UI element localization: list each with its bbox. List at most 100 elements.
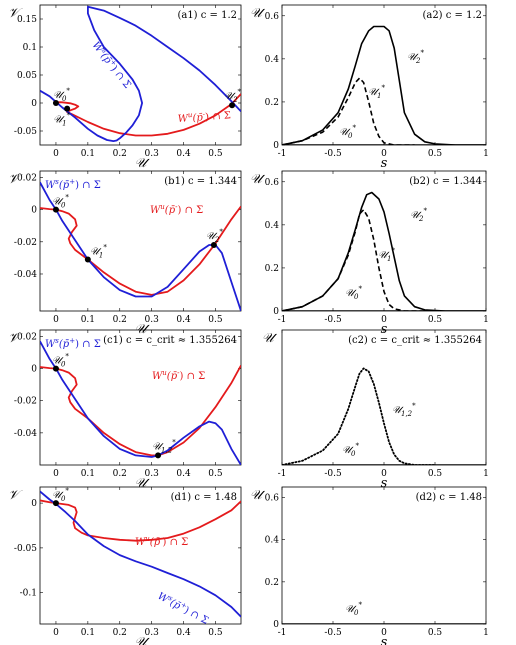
series-line-U2 bbox=[282, 25, 486, 145]
x-tick-label: 0.5 bbox=[428, 628, 443, 638]
panel-title: (d1) c = 1.48 bbox=[171, 492, 237, 503]
series-label: 𝒰0* bbox=[345, 285, 362, 301]
x-tick-label: -0.5 bbox=[324, 469, 342, 479]
y-tick-label: 0.4 bbox=[265, 55, 280, 65]
x-tick-label: 0 bbox=[53, 628, 59, 638]
panel-title: (d2) c = 1.48 bbox=[416, 492, 482, 503]
series-line-stable-manifold bbox=[40, 181, 241, 311]
y-tick-label: 0 bbox=[273, 307, 279, 317]
svg-text:Ws(p̄+) ∩ Σ: Ws(p̄+) ∩ Σ bbox=[156, 589, 211, 627]
x-tick-label: 0.5 bbox=[208, 315, 223, 325]
x-tick-label: 0.2 bbox=[113, 149, 127, 159]
y-axis-label: 𝒰 bbox=[250, 172, 266, 187]
equilibrium-point bbox=[229, 102, 236, 109]
series-label: 𝒰2* bbox=[410, 207, 427, 223]
series-group bbox=[282, 25, 486, 145]
x-tick-label: 0.3 bbox=[145, 315, 160, 325]
y-tick-label: -0.1 bbox=[20, 589, 37, 599]
series-line-stable-manifold bbox=[40, 490, 241, 618]
y-tick-label: 0.05 bbox=[17, 71, 37, 81]
x-tick-label: 0.1 bbox=[81, 469, 95, 479]
y-tick-label: 0.6 bbox=[265, 178, 280, 188]
x-tick-label: -1 bbox=[278, 315, 287, 325]
x-tick-label: 0 bbox=[53, 469, 59, 479]
panel-d1: 0 0.1 0.2 0.3 0.4 0.5 -0.1 -0.05 0 𝒰 𝒱 Wu(p̄-) ∩ Σ W… bbox=[8, 486, 242, 645]
svg-text:Wu(p̄-) ∩ Σ: Wu(p̄-) ∩ Σ bbox=[150, 203, 203, 216]
x-tick-label: 0.3 bbox=[145, 149, 160, 159]
x-tick-label: 0.1 bbox=[81, 315, 95, 325]
x-tick-label: 0 bbox=[381, 149, 387, 159]
manifold-label: Ws(p̄+) ∩ Σ bbox=[90, 39, 135, 91]
x-tick-label: 0 bbox=[381, 628, 387, 638]
series-line-U1 bbox=[282, 209, 425, 311]
series-group bbox=[40, 181, 241, 311]
point-label: 𝒰1,2* bbox=[152, 438, 176, 454]
x-tick-label: 0.1 bbox=[81, 149, 95, 159]
equilibrium-point bbox=[64, 105, 71, 112]
panel-title: (c2) c = c_crit ≈ 1.355264 bbox=[348, 335, 482, 346]
panel-c2: -1 -0.5 0 0.5 1 s 𝒰 𝒰1,2* 𝒰0* (c2) c = c_crit ≈ 1… bbox=[262, 329, 489, 491]
x-tick-label: -1 bbox=[278, 469, 287, 479]
panel-title: (c1) c = c_crit ≈ 1.355264 bbox=[103, 335, 237, 346]
manifold-label: Wu(p̄-) ∩ Σ bbox=[177, 108, 231, 125]
y-tick-label: 0.15 bbox=[17, 15, 37, 25]
plot-frame bbox=[39, 329, 242, 466]
x-tick-label: 0.5 bbox=[208, 149, 223, 159]
panel-b2: -1 -0.5 0 0.5 1 0 0.2 0.4 0.6 s 𝒰 𝒰2* 𝒰1* 𝒰0* (b2) c =… bbox=[250, 170, 489, 337]
x-tick-label: 0.2 bbox=[113, 315, 127, 325]
equilibrium-point bbox=[210, 242, 217, 249]
plot-frame bbox=[281, 329, 487, 466]
series-group bbox=[40, 490, 241, 618]
panel-a1: 0 0.1 0.2 0.3 0.4 0.5-0.0500.050.10.15𝒰𝒱Wu(p̄… bbox=[8, 4, 242, 171]
plot-frame bbox=[39, 170, 242, 312]
plot-frame bbox=[39, 4, 242, 146]
series-line-stable-manifold bbox=[40, 5, 241, 143]
series-label: 𝒰1,2* bbox=[392, 402, 416, 418]
x-tick-label: 0.2 bbox=[113, 469, 127, 479]
x-tick-label: 0.5 bbox=[208, 628, 223, 638]
y-tick-label: 0 bbox=[31, 99, 37, 109]
x-tick-label: 1 bbox=[483, 315, 489, 325]
x-tick-label: -0.5 bbox=[324, 315, 342, 325]
series-line-U12 bbox=[282, 367, 436, 465]
series-label: 𝒰0* bbox=[345, 601, 362, 617]
x-tick-label: 1 bbox=[483, 469, 489, 479]
y-tick-label: 0.4 bbox=[265, 221, 280, 231]
plot-frame bbox=[39, 486, 242, 625]
y-tick-label: 0.2 bbox=[265, 264, 279, 274]
y-tick-label: -0.02 bbox=[14, 238, 37, 248]
x-tick-label: 0.5 bbox=[428, 149, 443, 159]
y-axis-label: 𝒰 bbox=[250, 6, 266, 21]
equilibrium-point bbox=[52, 365, 59, 372]
y-tick-label: 0.6 bbox=[265, 494, 280, 504]
series-label: 𝒰1* bbox=[368, 84, 385, 100]
series-line-unstable-manifold bbox=[40, 205, 241, 296]
equilibrium-point bbox=[52, 206, 59, 213]
panel-title: (a1) c = 1.2 bbox=[177, 10, 237, 21]
point-label: 𝒰0* bbox=[52, 353, 69, 369]
series-label: 𝒰1* bbox=[378, 247, 395, 263]
panel-a2: -1 -0.5 0 0.5 1 0 0.2 0.4 0.6 s 𝒰 𝒰2* 𝒰1* 𝒰0* (a2) c =… bbox=[250, 4, 489, 171]
y-tick-label: 0 bbox=[31, 499, 37, 509]
svg-text:Ws(p̄+) ∩ Σ: Ws(p̄+) ∩ Σ bbox=[90, 39, 135, 91]
x-tick-label: 0.4 bbox=[176, 628, 191, 638]
x-tick-label: -1 bbox=[278, 149, 287, 159]
x-tick-label: 0.4 bbox=[176, 315, 191, 325]
x-tick-label: 0.5 bbox=[428, 469, 443, 479]
svg-text:Wu(p̄-) ∩ Σ: Wu(p̄-) ∩ Σ bbox=[177, 108, 231, 125]
x-tick-label: 0.3 bbox=[145, 628, 160, 638]
series-group bbox=[282, 367, 486, 465]
y-axis-label: 𝒰 bbox=[262, 331, 278, 346]
x-axis-label: s bbox=[381, 476, 388, 491]
point-label: 𝒰2* bbox=[206, 228, 223, 244]
x-axis-label: s bbox=[381, 156, 388, 171]
x-tick-label: 0.3 bbox=[145, 469, 160, 479]
y-tick-label: -0.02 bbox=[14, 397, 37, 407]
x-tick-label: -0.5 bbox=[324, 149, 342, 159]
point-label: 𝒰2* bbox=[224, 88, 241, 104]
series-line-unstable-manifold bbox=[40, 364, 241, 457]
y-tick-label: 0 bbox=[273, 141, 279, 151]
series-label: 𝒰2* bbox=[407, 49, 424, 65]
panel-title: (b1) c = 1.344 bbox=[164, 176, 237, 187]
